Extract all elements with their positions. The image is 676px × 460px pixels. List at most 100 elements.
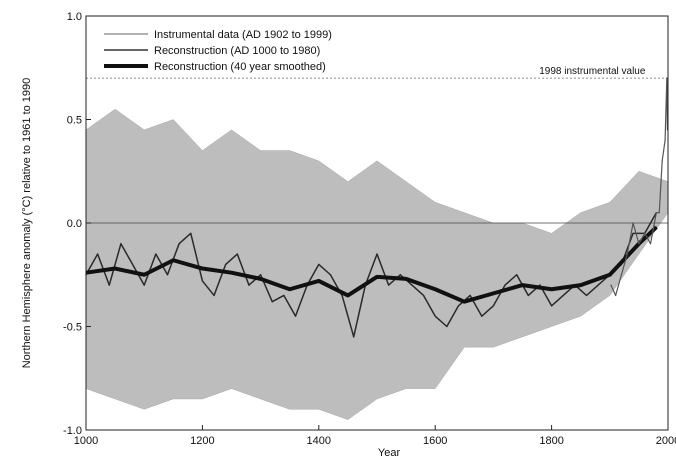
series-instrumental-point xyxy=(632,222,634,224)
x-axis-label: Year xyxy=(378,447,401,459)
uncertainty-band xyxy=(85,108,669,420)
series-reconstruction-point xyxy=(411,284,413,286)
series-reconstruction-point xyxy=(213,294,215,297)
series-smoothed-point xyxy=(434,288,436,290)
x-tick-label: 1600 xyxy=(423,435,447,447)
series-reconstruction-point xyxy=(422,294,425,297)
y-tick-label: 1.0 xyxy=(67,11,82,23)
series-reconstruction-point xyxy=(481,315,483,317)
series-reconstruction-point xyxy=(632,232,634,234)
series-smoothed-point xyxy=(655,226,657,228)
series-reconstruction-point xyxy=(166,274,169,276)
series-reconstruction-point xyxy=(260,274,262,276)
series-reconstruction-point xyxy=(434,315,436,317)
series-instrumental-point xyxy=(610,284,612,286)
series-smoothed-point xyxy=(260,278,262,280)
series-reconstruction-point xyxy=(551,305,553,307)
y-tick-label: 0.0 xyxy=(67,218,82,230)
series-smoothed-point xyxy=(289,288,291,290)
series-smoothed-point xyxy=(143,274,145,276)
series-instrumental-point xyxy=(620,274,623,276)
series-reconstruction-point xyxy=(271,301,273,303)
series-instrumental-point xyxy=(644,232,646,234)
series-instrumental xyxy=(610,77,669,297)
series-reconstruction-point xyxy=(492,305,494,307)
legend-label-instrumental: Instrumental data (AD 1902 to 1999) xyxy=(154,29,332,41)
annotation-label: 1998 instrumental value xyxy=(539,66,646,77)
series-smoothed-point xyxy=(521,284,524,286)
series-reconstruction-point xyxy=(527,294,529,297)
series-reconstruction-point xyxy=(120,243,122,245)
series-reconstruction-point xyxy=(236,253,238,255)
series-smoothed-point xyxy=(172,259,174,261)
series-reconstruction-point xyxy=(585,294,588,297)
y-axis-label: Northern Hemisphere anomaly (°C) relativ… xyxy=(21,78,33,369)
series-reconstruction-point xyxy=(155,253,157,255)
series-smoothed-point xyxy=(580,284,582,286)
uncertainty-band-layer xyxy=(85,108,669,420)
series-reconstruction-point xyxy=(376,253,378,255)
series-smoothed-point xyxy=(609,274,611,276)
series-reconstruction-point xyxy=(388,284,390,286)
legend: Instrumental data (AD 1902 to 1999) Reco… xyxy=(104,29,332,73)
series-reconstruction-point xyxy=(353,336,355,338)
series-instrumental-point xyxy=(649,243,652,245)
series-reconstruction-point xyxy=(329,274,332,276)
series-instrumental-point xyxy=(615,294,617,297)
series-reconstruction-point xyxy=(294,315,297,317)
x-tick-label: 1000 xyxy=(74,435,98,447)
axis-ticks-layer: 1000 1200 1400 1600 1800 2000 1.0 0.5 0.0 -0.5 -1.… xyxy=(63,11,676,447)
series-smoothed-point xyxy=(114,267,116,270)
series-reconstruction-point xyxy=(201,280,203,282)
legend-label-reconstruction: Reconstruction (AD 1000 to 1980) xyxy=(154,45,320,57)
series-instrumental-point xyxy=(666,77,668,79)
series-smoothed-point xyxy=(318,280,320,282)
series-smoothed-point xyxy=(230,272,233,274)
series-reconstruction-point xyxy=(283,294,285,297)
y-tick-label: -1.0 xyxy=(63,425,82,437)
series-reconstruction-point xyxy=(504,284,506,286)
series-reconstruction-point xyxy=(178,243,180,245)
series-reconstruction-point xyxy=(562,294,564,297)
series-smoothed-point xyxy=(347,294,349,297)
series-reconstruction-point xyxy=(446,325,448,328)
series-instrumental-point xyxy=(664,139,666,141)
series-instrumental-point xyxy=(661,160,663,162)
series-layer xyxy=(85,77,669,338)
series-reconstruction-point xyxy=(399,274,401,276)
x-tick-label: 1400 xyxy=(307,435,331,447)
x-tick-label: 1800 xyxy=(539,435,563,447)
series-smoothed-point xyxy=(376,276,378,278)
series-reconstruction-point xyxy=(469,294,471,297)
series-smoothed-point xyxy=(551,288,553,290)
series-reconstruction-point xyxy=(597,284,599,286)
y-tick-label: -0.5 xyxy=(63,322,82,334)
reference-lines-layer xyxy=(86,77,668,224)
series-instrumental-point xyxy=(638,243,640,245)
y-tick-label: 0.5 xyxy=(67,115,82,127)
series-reconstruction-point xyxy=(318,263,320,265)
series-reconstruction-point xyxy=(131,263,134,265)
series-reconstruction-point xyxy=(143,284,145,286)
series-reconstruction-point xyxy=(341,294,343,297)
x-tick-label: 1200 xyxy=(190,435,214,447)
series-reconstruction-point xyxy=(457,305,460,307)
series-instrumental-point xyxy=(655,212,657,214)
series-reconstruction-point xyxy=(97,253,99,255)
series-reconstruction xyxy=(85,212,658,338)
series-smoothed-point xyxy=(492,292,494,294)
series-reconstruction-point xyxy=(225,263,227,265)
series-reconstruction-point xyxy=(516,274,518,276)
series-reconstruction-point xyxy=(248,284,250,286)
series-smoothed-point xyxy=(405,278,407,280)
x-tick-label: 2000 xyxy=(656,435,676,447)
series-smoothed-point xyxy=(201,267,203,270)
series-smoothed-point xyxy=(463,301,465,303)
series-instrumental-point xyxy=(658,212,660,214)
series-reconstruction-point xyxy=(539,284,541,286)
series-instrumental-point xyxy=(626,253,628,255)
legend-label-smoothed: Reconstruction (40 year smoothed) xyxy=(154,61,326,73)
series-reconstruction-point xyxy=(190,232,192,234)
series-reconstruction-point xyxy=(108,284,110,286)
